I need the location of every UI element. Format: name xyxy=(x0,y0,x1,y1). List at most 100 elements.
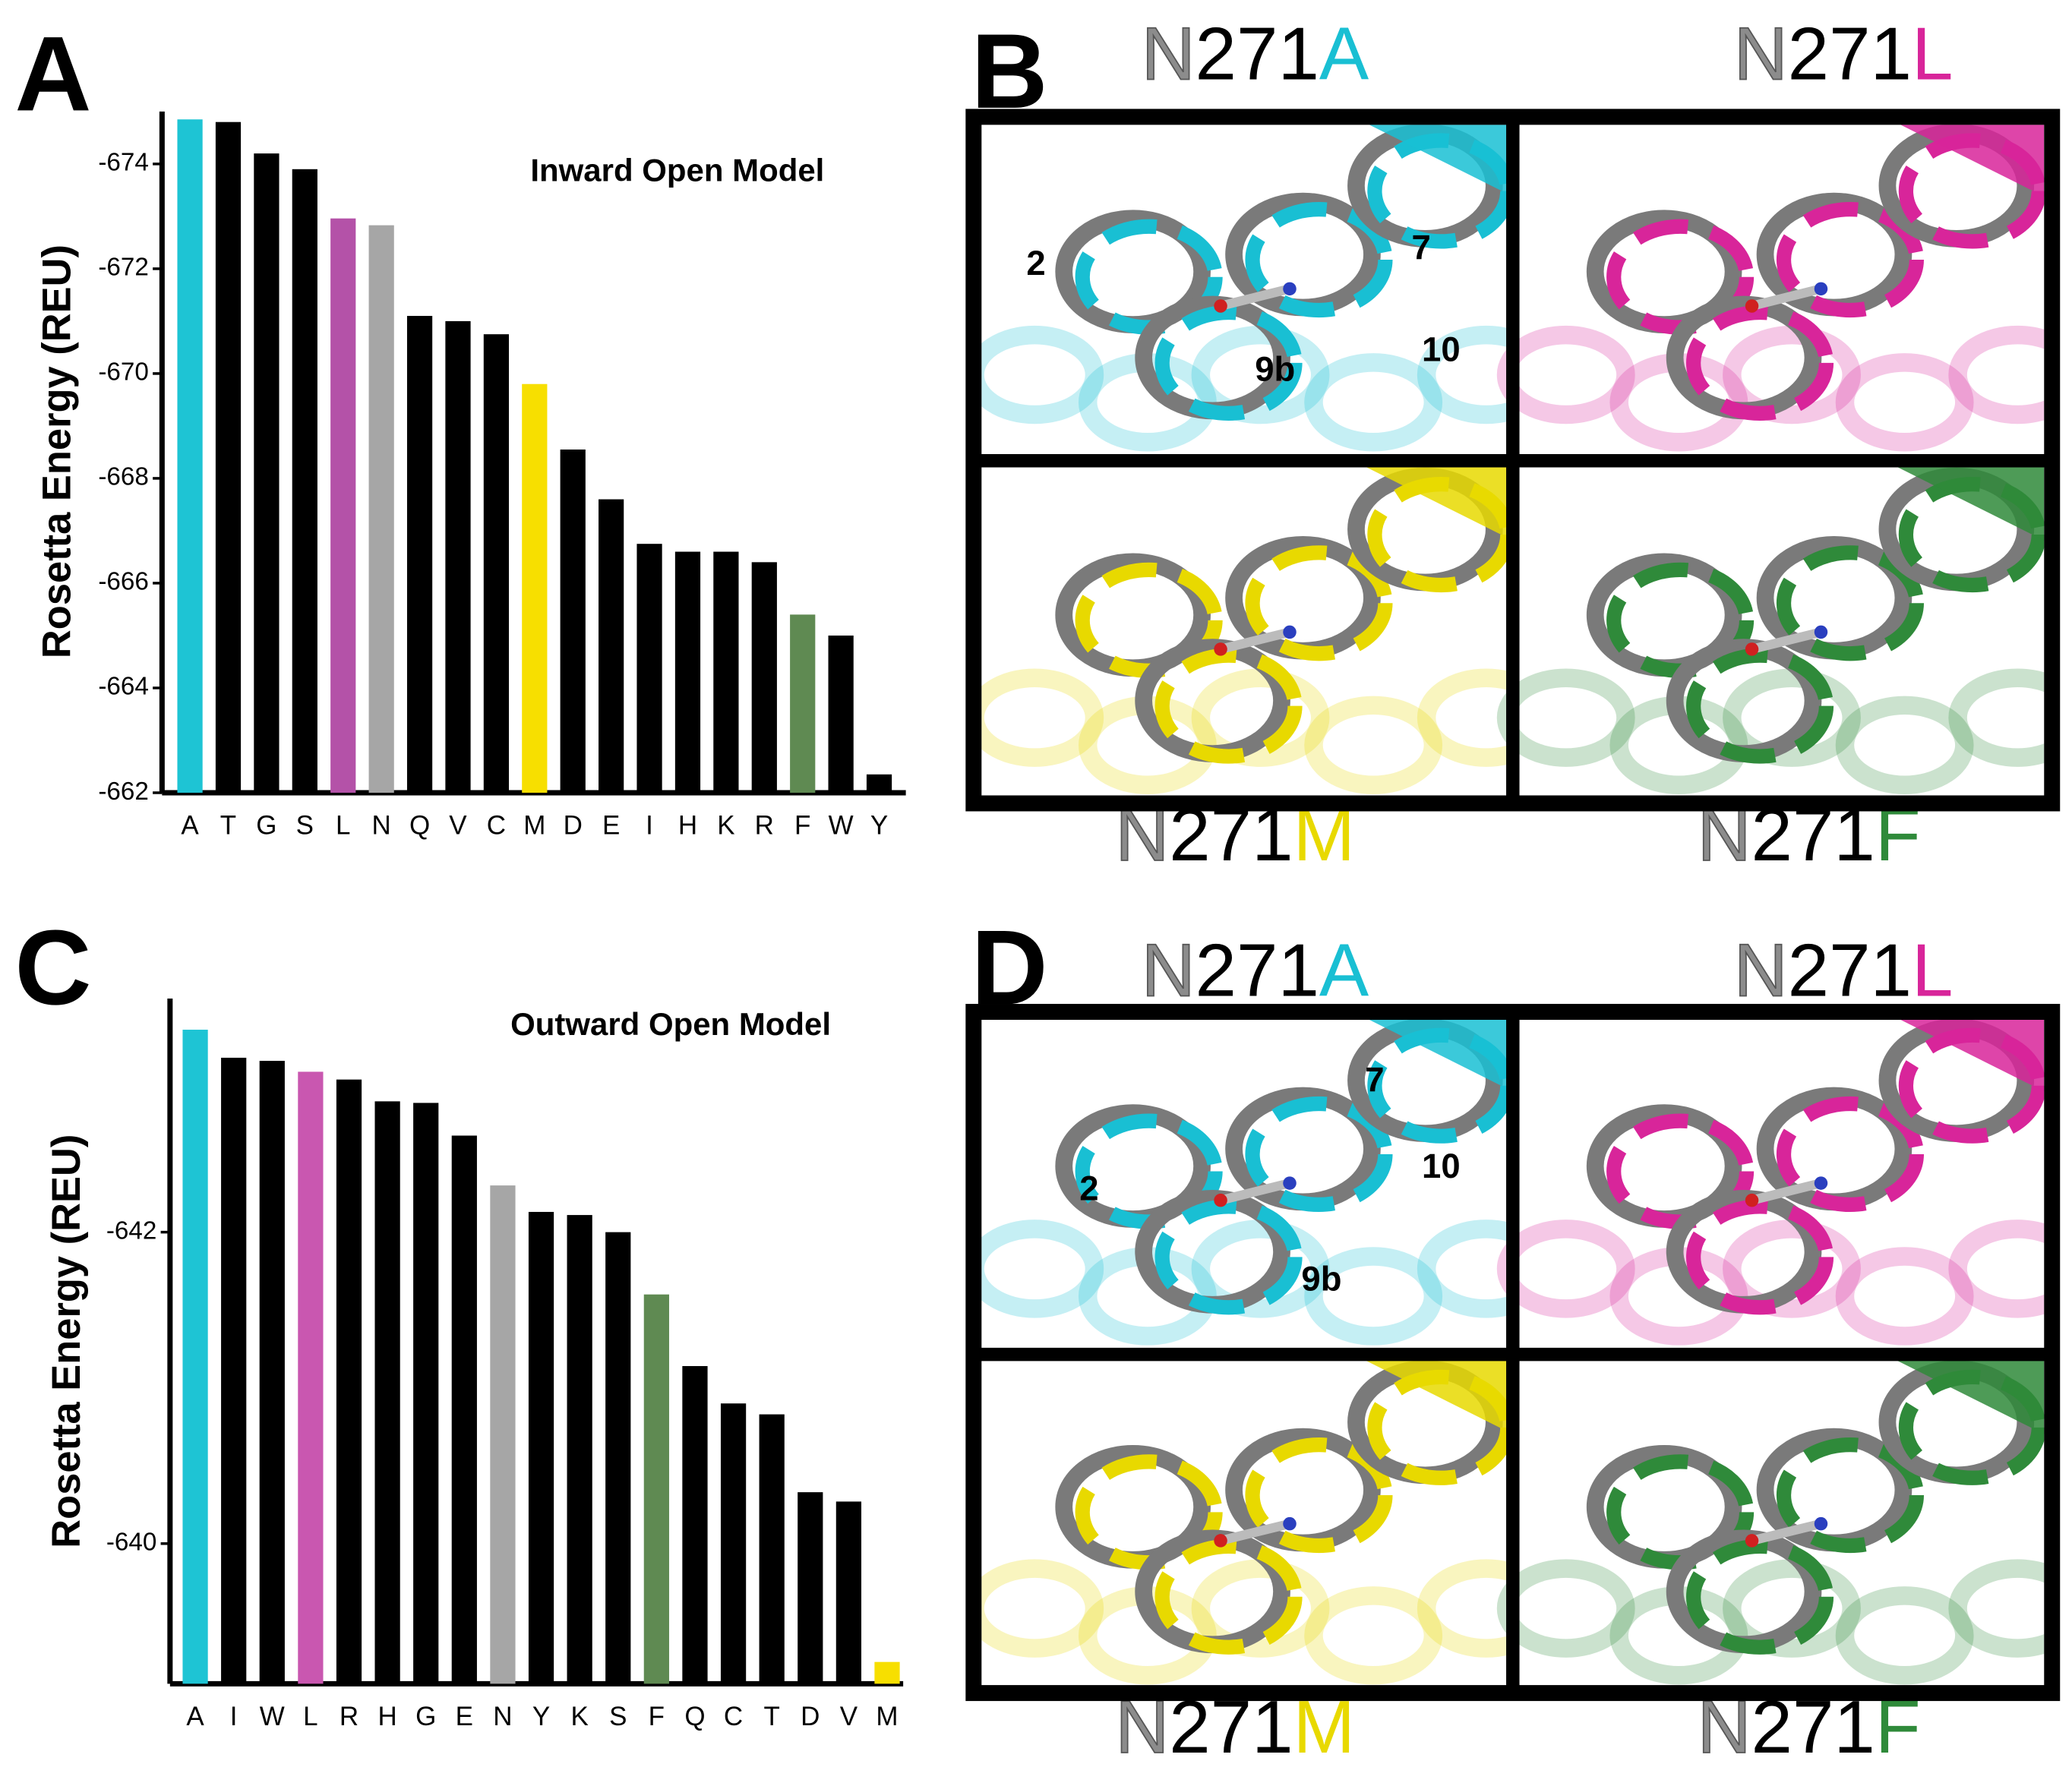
faded-helix xyxy=(1835,696,1974,794)
panel-letter: A xyxy=(14,14,91,133)
x-tick-label: I xyxy=(230,1702,238,1731)
faded-helix xyxy=(1835,1247,1974,1346)
bar xyxy=(298,1071,324,1684)
helix-mutant xyxy=(1154,1538,1303,1655)
side-chain xyxy=(1751,627,1822,654)
bar xyxy=(374,1101,400,1684)
x-tick-label: N xyxy=(493,1702,512,1731)
bar xyxy=(674,551,701,793)
faded-helix xyxy=(1835,1586,1974,1685)
mutant-residue: A xyxy=(1319,12,1369,96)
helix-label: 10 xyxy=(1422,330,1461,368)
faded-helix xyxy=(1191,1559,1330,1658)
y-tick-label: -672 xyxy=(98,254,149,282)
bar xyxy=(259,1061,285,1684)
bar xyxy=(368,225,394,793)
faded-helix xyxy=(1948,325,2045,424)
residue-position: 271 xyxy=(1196,12,1319,96)
x-tick-label: V xyxy=(840,1702,858,1731)
side-chain-n xyxy=(1283,282,1297,296)
x-tick-label: F xyxy=(649,1702,665,1731)
helix-mutant xyxy=(1245,201,1393,318)
panel-letter: C xyxy=(14,907,91,1027)
structure-art xyxy=(981,125,2045,796)
side-chain xyxy=(1751,1519,1822,1545)
faded-helix xyxy=(981,668,1104,767)
faded-helix xyxy=(1948,668,2045,767)
x-tick-label: A xyxy=(181,811,199,841)
mutation-label: N271L xyxy=(1734,12,1954,96)
x-tick-label: Y xyxy=(532,1702,550,1731)
mutation-label: N271A xyxy=(1142,12,1369,96)
side-chain-n xyxy=(1814,1516,1828,1531)
side-chain xyxy=(1751,1179,1822,1205)
side-chain-n xyxy=(1814,1176,1828,1190)
bar xyxy=(528,1211,554,1684)
helix-mutant xyxy=(1685,1199,1834,1315)
side-chain-o xyxy=(1745,642,1759,656)
x-tick-label: N xyxy=(372,811,391,841)
faded-helix xyxy=(1191,668,1330,767)
helix-mutant xyxy=(1685,648,1834,764)
bar xyxy=(522,383,548,793)
bar xyxy=(636,544,662,793)
faded-helix xyxy=(1304,1247,1443,1346)
corner-helix xyxy=(1884,460,2045,541)
x-tick-label: K xyxy=(570,1702,588,1731)
bar xyxy=(682,1365,708,1684)
bar xyxy=(567,1215,592,1684)
y-tick-label: -642 xyxy=(106,1216,157,1245)
side-chain xyxy=(1751,284,1822,311)
x-tick-label: F xyxy=(794,811,810,841)
helix-label: 2 xyxy=(1079,1169,1098,1208)
side-chain-o xyxy=(1214,1193,1227,1207)
bar xyxy=(835,1501,862,1684)
helix-label: 7 xyxy=(1411,228,1430,267)
bar xyxy=(406,316,433,793)
corner-helix xyxy=(1353,460,1513,541)
bar xyxy=(483,334,510,793)
helix-mutant xyxy=(1245,1437,1393,1554)
faded-helix xyxy=(1723,1559,1861,1658)
bar xyxy=(336,1079,362,1684)
faded-helix xyxy=(1835,353,1974,452)
bar xyxy=(215,121,242,793)
faded-helix xyxy=(981,1220,1104,1318)
helix-label: 2 xyxy=(1026,244,1045,282)
y-axis-label: Rosetta Energy (REU) xyxy=(36,245,80,658)
side-chain-o xyxy=(1214,1534,1227,1548)
wild-residue: N xyxy=(1142,928,1196,1011)
wild-residue: N xyxy=(1734,928,1788,1011)
bar xyxy=(221,1057,247,1684)
chart-title: Inward Open Model xyxy=(530,152,824,188)
x-tick-label: G xyxy=(256,811,276,841)
x-tick-label: E xyxy=(602,811,620,841)
side-chain-o xyxy=(1745,299,1759,313)
x-tick-label: T xyxy=(220,811,236,841)
y-tick-label: -668 xyxy=(98,463,149,491)
side-chain xyxy=(1219,627,1291,654)
helix-label: 9b xyxy=(1301,1260,1341,1298)
wild-residue: N xyxy=(1142,12,1196,96)
side-chain-o xyxy=(1745,1534,1759,1548)
x-tick-label: V xyxy=(449,811,467,841)
x-tick-label: C xyxy=(487,811,506,841)
x-tick-label: D xyxy=(801,1702,820,1731)
side-chain-n xyxy=(1814,282,1828,296)
faded-helix xyxy=(1191,325,1330,424)
helix-mutant xyxy=(1245,1096,1393,1213)
side-chain-n xyxy=(1814,625,1828,639)
residue-position: 271 xyxy=(1196,928,1319,1011)
bar xyxy=(866,774,892,793)
x-tick-label: M xyxy=(523,811,545,841)
side-chain-n xyxy=(1283,625,1297,639)
x-tick-label: W xyxy=(829,811,854,841)
x-tick-label: L xyxy=(303,1702,317,1731)
side-chain-o xyxy=(1745,1193,1759,1207)
bar xyxy=(292,169,317,793)
x-tick-label: M xyxy=(876,1702,898,1731)
x-tick-label: I xyxy=(646,811,653,841)
mutation-label: N271L xyxy=(1734,928,1954,1011)
side-chain-n xyxy=(1283,1176,1297,1190)
